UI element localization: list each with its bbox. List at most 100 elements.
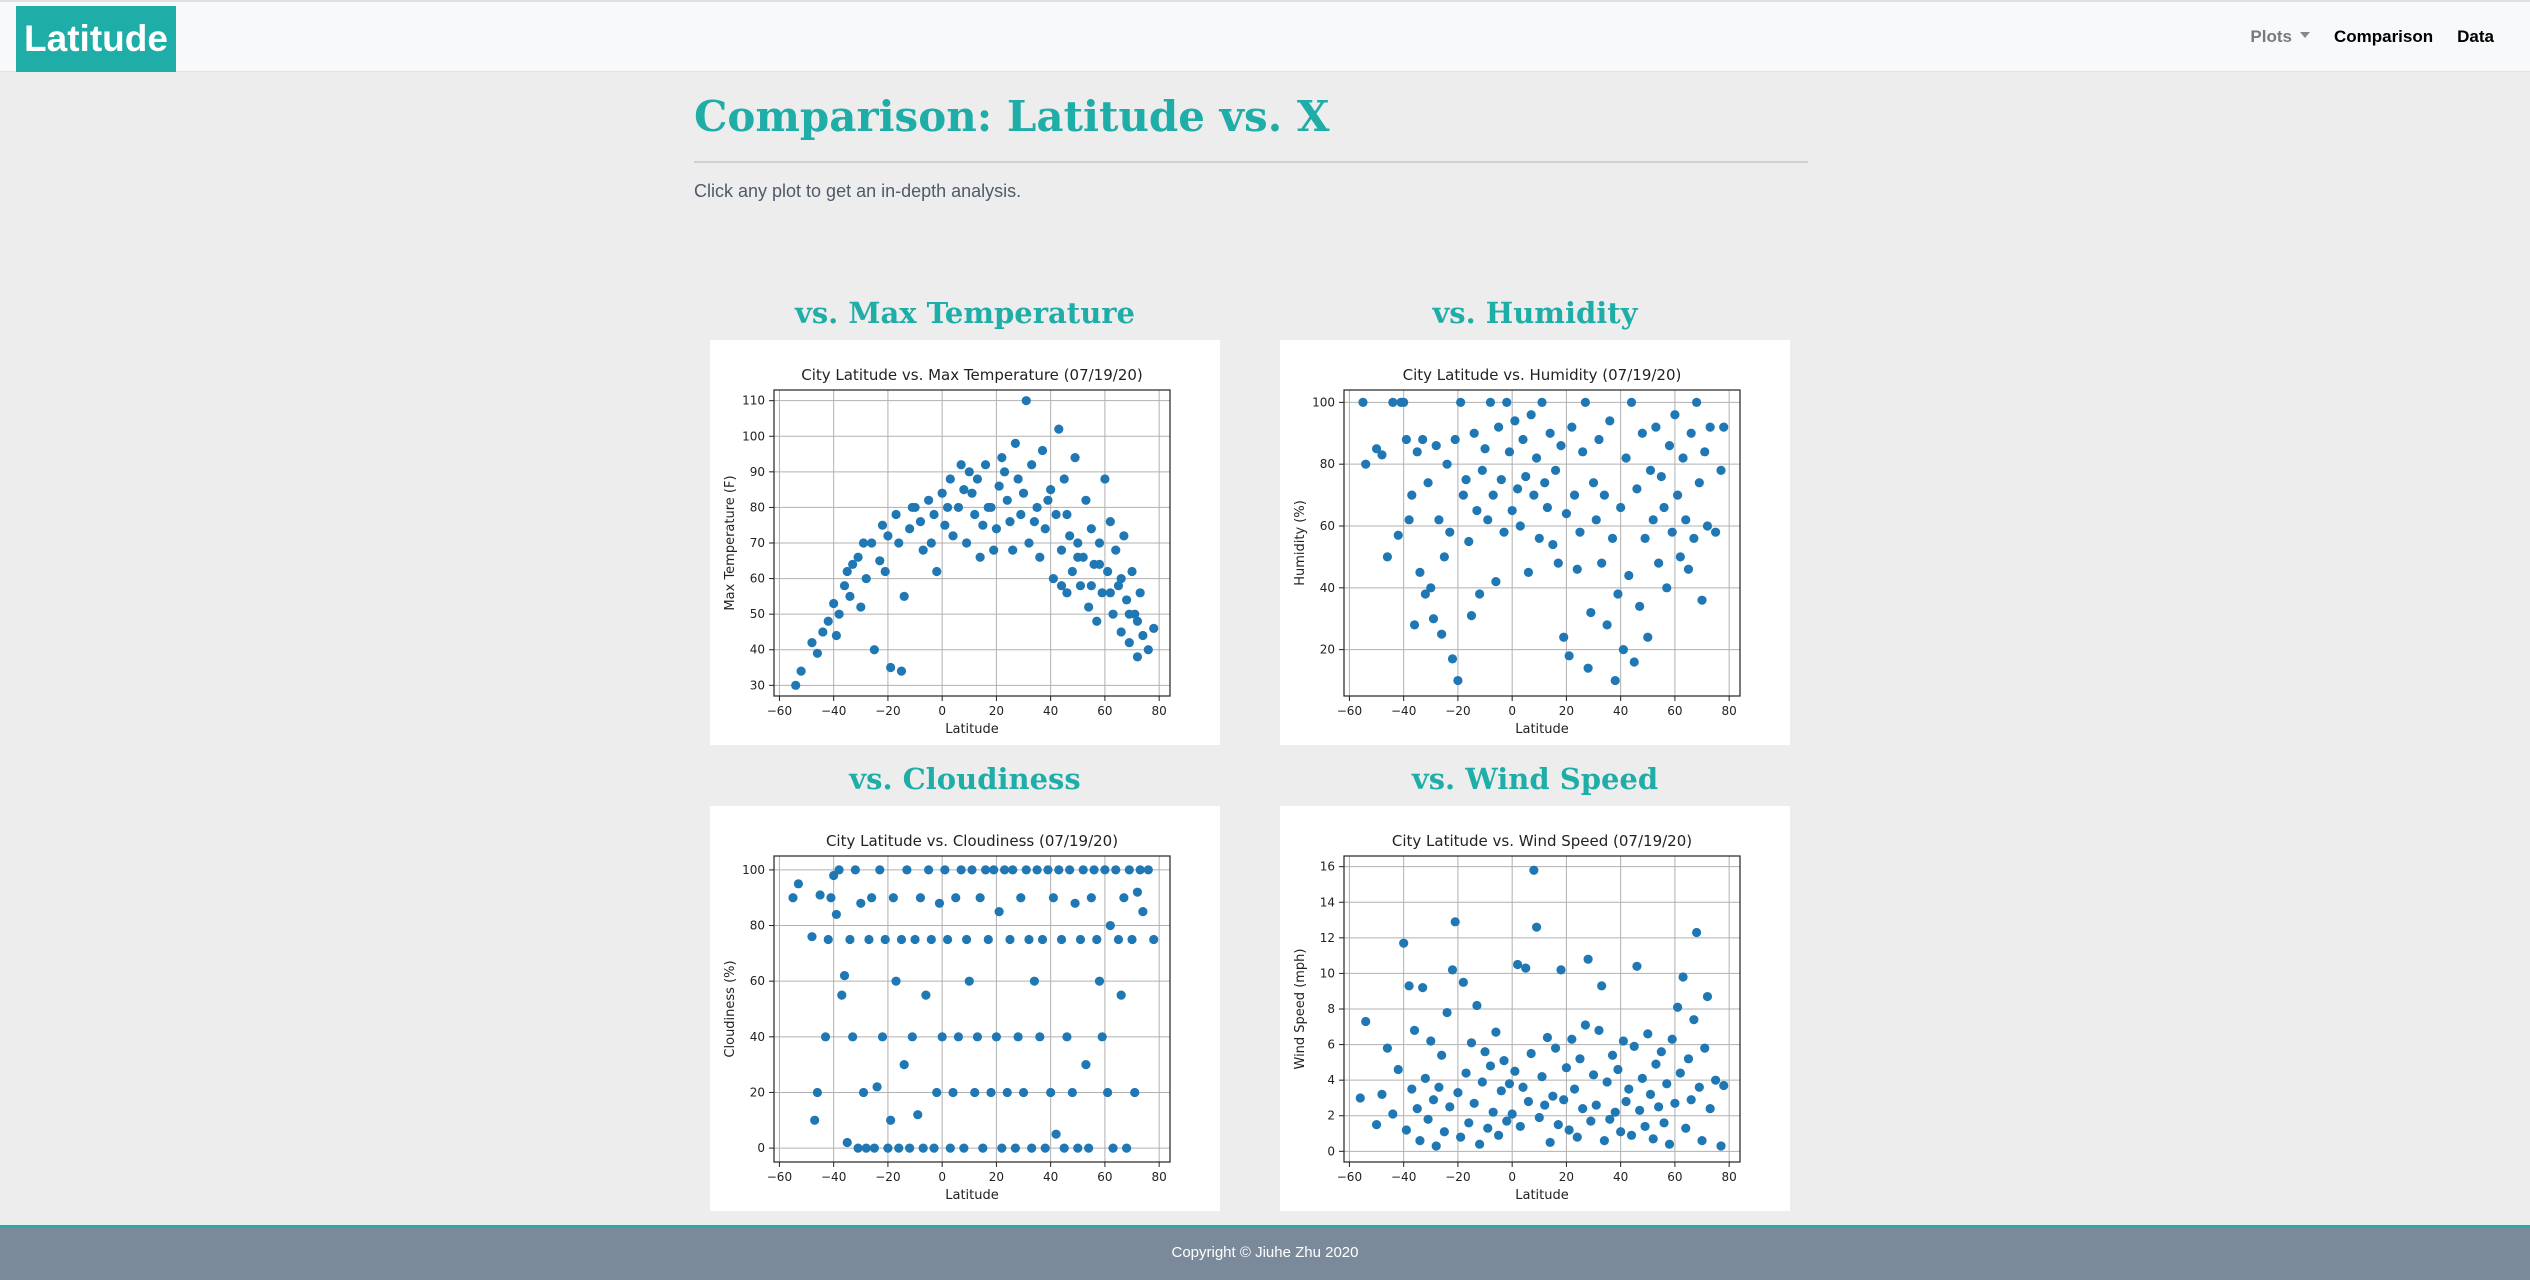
x-tick-label: −40 [1391,704,1416,718]
page-title: Comparison: Latitude vs. X [694,92,1330,141]
data-point [937,488,947,498]
data-point [1526,1048,1536,1059]
data-point [1567,1034,1577,1044]
data-point [1048,573,1058,584]
data-point [1645,465,1656,475]
data-point [1618,1036,1628,1046]
data-point [891,509,901,520]
data-point [1428,614,1439,624]
data-point [1021,865,1031,875]
data-point [788,893,798,903]
nav-plots-label: Plots [2250,27,2292,46]
nav-data-link[interactable]: Data [2457,27,2494,46]
data-point [1662,583,1672,593]
plot-card-temperature[interactable]: −60 −40 −20 0 20 40 60 80 30 40 50 60 70 80 90 100 110 Ci… [710,340,1220,745]
data-point [1469,1098,1479,1108]
data-point [810,1115,820,1125]
data-point [1418,983,1428,993]
data-point [1010,1143,1020,1153]
data-point [1697,595,1707,605]
data-point [1510,1066,1520,1076]
data-point [1458,490,1468,500]
data-point [972,474,983,484]
x-tick-label: 20 [989,704,1004,718]
data-point [1420,589,1430,599]
data-point [875,556,885,566]
data-point [1675,552,1685,562]
data-point [1116,573,1126,584]
data-point [1621,453,1631,463]
data-point [1399,938,1409,948]
x-tick-label: 20 [1559,704,1574,718]
x-tick-label: 20 [989,1170,1004,1184]
brand-link[interactable]: Latitude [16,6,176,72]
data-point [1569,490,1580,500]
data-point [1407,1084,1417,1094]
plot-card-humidity[interactable]: −60 −40 −20 0 20 40 60 80 20 40 60 80 100 City Latitu… [1280,340,1790,745]
data-point [1504,447,1515,457]
data-point [1648,1134,1658,1144]
data-point [1037,934,1048,945]
data-point [1094,559,1105,569]
data-point [1586,607,1596,618]
data-point [1135,588,1145,598]
data-point [1097,1032,1107,1042]
data-point [1143,645,1153,655]
x-tick-label: −40 [1391,1170,1416,1184]
data-point [1035,552,1045,562]
data-point [1494,422,1504,432]
data-point [1632,484,1642,494]
data-point [1442,1007,1452,1018]
data-point [888,893,898,903]
data-point [815,890,825,900]
data-point [1043,865,1053,875]
data-point [1719,422,1729,432]
plot-card-windspeed[interactable]: −60 −40 −20 0 20 40 60 80 0 2 4 6 8 10 12 14 16 City Lati… [1280,806,1790,1211]
y-tick-label: 12 [1320,931,1335,945]
data-point [1624,570,1634,581]
data-point [1716,465,1726,475]
data-point [1515,1121,1525,1132]
data-point [1667,527,1677,537]
data-point [1542,1032,1553,1043]
data-point [1445,1102,1455,1112]
data-point [1523,1096,1534,1107]
data-point [1086,893,1096,903]
x-tick-label: −40 [821,1170,846,1184]
data-point [1116,990,1126,1000]
data-point [877,1032,888,1042]
data-point [991,524,1002,534]
data-point [1594,434,1604,445]
data-point [1567,422,1577,432]
nav-plots-dropdown[interactable]: Plots [2238,27,2322,47]
data-point [948,531,958,541]
data-point [1643,1029,1653,1039]
nav-comparison-link[interactable]: Comparison [2333,27,2434,46]
data-point [834,865,844,875]
data-point [1445,527,1455,537]
data-point [1504,1079,1515,1089]
data-point [886,1115,896,1125]
data-point [1540,1100,1550,1110]
data-point [1418,434,1428,445]
data-point [907,502,917,513]
data-point [991,1032,1002,1042]
data-point [1442,459,1452,469]
data-point [1556,441,1566,451]
data-point [894,538,904,548]
data-point [1111,865,1121,875]
data-point [1456,1132,1466,1142]
data-point [1719,1080,1729,1091]
data-point [1542,502,1553,513]
data-point [1097,588,1107,598]
data-point [1664,1139,1675,1149]
data-point [1488,1107,1498,1117]
data-point [1594,1025,1604,1035]
data-point [1645,1089,1656,1099]
data-point [1111,545,1121,555]
data-point [1670,1098,1680,1108]
x-tick-label: 80 [1152,704,1167,718]
plot-card-cloudiness[interactable]: −60 −40 −20 0 20 40 60 80 0 20 40 60 80 100 City Latit… [710,806,1220,1211]
data-point [1420,1073,1430,1083]
x-tick-label: 0 [1508,1170,1516,1184]
